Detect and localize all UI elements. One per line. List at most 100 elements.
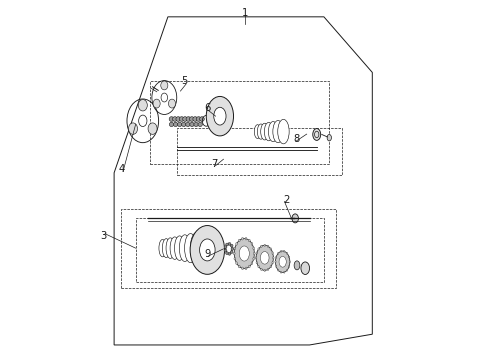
Ellipse shape <box>245 267 247 270</box>
Ellipse shape <box>199 239 215 261</box>
Ellipse shape <box>287 252 288 254</box>
Text: 4: 4 <box>118 164 124 174</box>
Circle shape <box>182 122 186 127</box>
Ellipse shape <box>251 243 253 245</box>
Ellipse shape <box>275 256 277 258</box>
Circle shape <box>193 117 197 121</box>
Ellipse shape <box>270 266 271 268</box>
Circle shape <box>190 122 194 127</box>
Ellipse shape <box>139 115 147 127</box>
Circle shape <box>224 246 227 248</box>
Ellipse shape <box>275 251 290 273</box>
Ellipse shape <box>278 120 289 144</box>
Ellipse shape <box>162 239 170 258</box>
Circle shape <box>173 122 178 127</box>
Ellipse shape <box>234 247 236 250</box>
Ellipse shape <box>234 257 236 260</box>
Ellipse shape <box>272 261 273 264</box>
Ellipse shape <box>260 252 269 264</box>
Ellipse shape <box>279 256 286 267</box>
Ellipse shape <box>190 232 203 264</box>
Circle shape <box>231 247 234 250</box>
Ellipse shape <box>148 123 157 134</box>
Circle shape <box>179 117 184 121</box>
Ellipse shape <box>287 269 288 271</box>
Circle shape <box>230 244 233 247</box>
Text: 5: 5 <box>181 76 187 86</box>
Ellipse shape <box>267 245 269 247</box>
Text: 6: 6 <box>204 103 211 113</box>
Circle shape <box>176 117 181 121</box>
Ellipse shape <box>269 121 278 142</box>
Ellipse shape <box>238 265 240 268</box>
Circle shape <box>183 117 187 121</box>
Ellipse shape <box>272 257 274 259</box>
Ellipse shape <box>170 237 179 259</box>
Ellipse shape <box>245 237 247 240</box>
Ellipse shape <box>275 261 276 263</box>
Ellipse shape <box>159 239 166 257</box>
Ellipse shape <box>138 99 147 111</box>
Ellipse shape <box>301 262 310 274</box>
Ellipse shape <box>264 269 266 271</box>
Ellipse shape <box>258 248 259 250</box>
Ellipse shape <box>289 265 290 267</box>
Circle shape <box>186 117 191 121</box>
Ellipse shape <box>277 269 279 271</box>
Circle shape <box>228 252 231 255</box>
Ellipse shape <box>264 244 266 246</box>
Ellipse shape <box>153 99 160 108</box>
Ellipse shape <box>280 271 282 273</box>
Ellipse shape <box>294 261 300 270</box>
Ellipse shape <box>284 271 285 273</box>
Ellipse shape <box>261 123 269 140</box>
Circle shape <box>224 249 227 252</box>
Ellipse shape <box>166 238 174 258</box>
Ellipse shape <box>273 121 283 143</box>
Circle shape <box>198 122 202 127</box>
Ellipse shape <box>248 265 250 268</box>
Circle shape <box>186 122 190 127</box>
Ellipse shape <box>292 214 298 223</box>
Ellipse shape <box>258 266 259 268</box>
Circle shape <box>169 117 174 121</box>
Ellipse shape <box>256 245 273 270</box>
Ellipse shape <box>233 252 235 255</box>
Circle shape <box>190 117 194 121</box>
Text: 9: 9 <box>204 248 211 258</box>
Text: 3: 3 <box>100 231 106 240</box>
Circle shape <box>228 243 231 246</box>
Ellipse shape <box>253 257 255 260</box>
Ellipse shape <box>251 262 253 265</box>
Ellipse shape <box>313 129 320 140</box>
Ellipse shape <box>253 252 255 255</box>
Ellipse shape <box>256 252 258 254</box>
Ellipse shape <box>254 125 261 139</box>
Ellipse shape <box>327 134 331 141</box>
Ellipse shape <box>280 250 282 252</box>
Ellipse shape <box>206 96 234 136</box>
Circle shape <box>230 251 233 253</box>
Circle shape <box>194 122 198 127</box>
Ellipse shape <box>256 261 258 264</box>
Ellipse shape <box>275 265 277 267</box>
Ellipse shape <box>257 124 265 139</box>
Ellipse shape <box>242 237 244 240</box>
Ellipse shape <box>242 267 244 270</box>
Circle shape <box>225 252 228 255</box>
Text: 2: 2 <box>283 195 290 205</box>
Ellipse shape <box>234 238 254 269</box>
Ellipse shape <box>174 236 185 260</box>
Circle shape <box>172 117 177 121</box>
Ellipse shape <box>272 252 273 254</box>
Ellipse shape <box>161 93 168 102</box>
Ellipse shape <box>185 234 196 263</box>
Ellipse shape <box>289 261 291 263</box>
Ellipse shape <box>267 268 269 271</box>
Ellipse shape <box>179 235 190 261</box>
Circle shape <box>177 122 182 127</box>
Ellipse shape <box>255 257 257 259</box>
Ellipse shape <box>270 248 271 250</box>
Ellipse shape <box>236 262 238 265</box>
Ellipse shape <box>284 250 285 252</box>
